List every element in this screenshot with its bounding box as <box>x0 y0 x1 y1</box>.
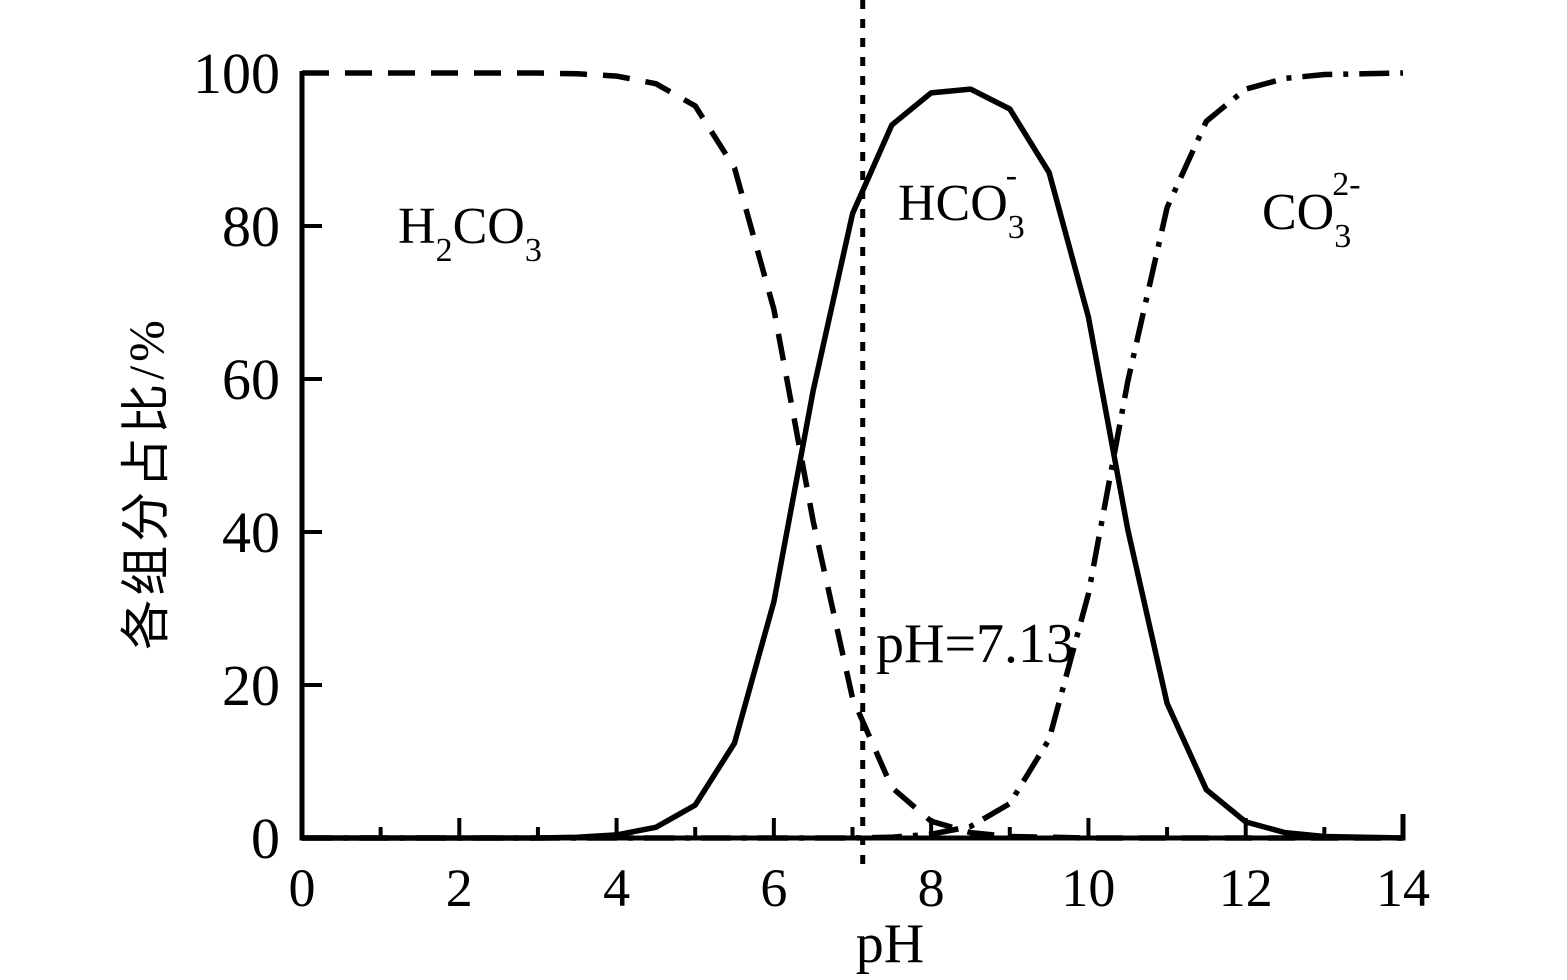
y-tick-label: 100 <box>193 41 280 106</box>
x-tick-label: 2 <box>446 858 473 918</box>
y-tick-label: 0 <box>251 806 280 871</box>
x-axis-title: pH <box>856 913 924 975</box>
y-tick-label: 80 <box>222 194 280 259</box>
label-hco3: HCO3- <box>898 157 1025 246</box>
y-tick-label: 60 <box>222 347 280 412</box>
vline-annotation: pH=7.13 <box>876 613 1074 675</box>
x-tick-label: 6 <box>760 858 787 918</box>
axis-spine <box>299 71 1406 841</box>
axis-ticks <box>302 71 1327 838</box>
curves <box>302 0 1404 867</box>
x-tick-label: 14 <box>1376 858 1430 918</box>
label-co3: CO32- <box>1262 166 1361 255</box>
x-tick-label: 12 <box>1219 858 1273 918</box>
annotations: H2CO3 HCO3- CO32- pH=7.13 pH 各组分占比/% <box>118 157 1361 975</box>
y-tick-label: 40 <box>222 500 280 565</box>
x-tick-label: 0 <box>289 858 316 918</box>
axes <box>299 71 1406 841</box>
y-axis-title: 各组分占比/% <box>118 316 174 650</box>
label-h2co3: H2CO3 <box>398 198 542 269</box>
y-tick-label: 20 <box>222 653 280 718</box>
curve-co32 <box>302 70 1404 841</box>
curve-h2co3 <box>302 70 1403 841</box>
x-tick-label: 4 <box>603 858 630 918</box>
tick-labels: 0 20 40 60 80 100 0 2 4 6 8 10 12 14 <box>193 41 1430 918</box>
x-tick-label: 10 <box>1061 858 1115 918</box>
x-tick-label: 8 <box>918 858 945 918</box>
